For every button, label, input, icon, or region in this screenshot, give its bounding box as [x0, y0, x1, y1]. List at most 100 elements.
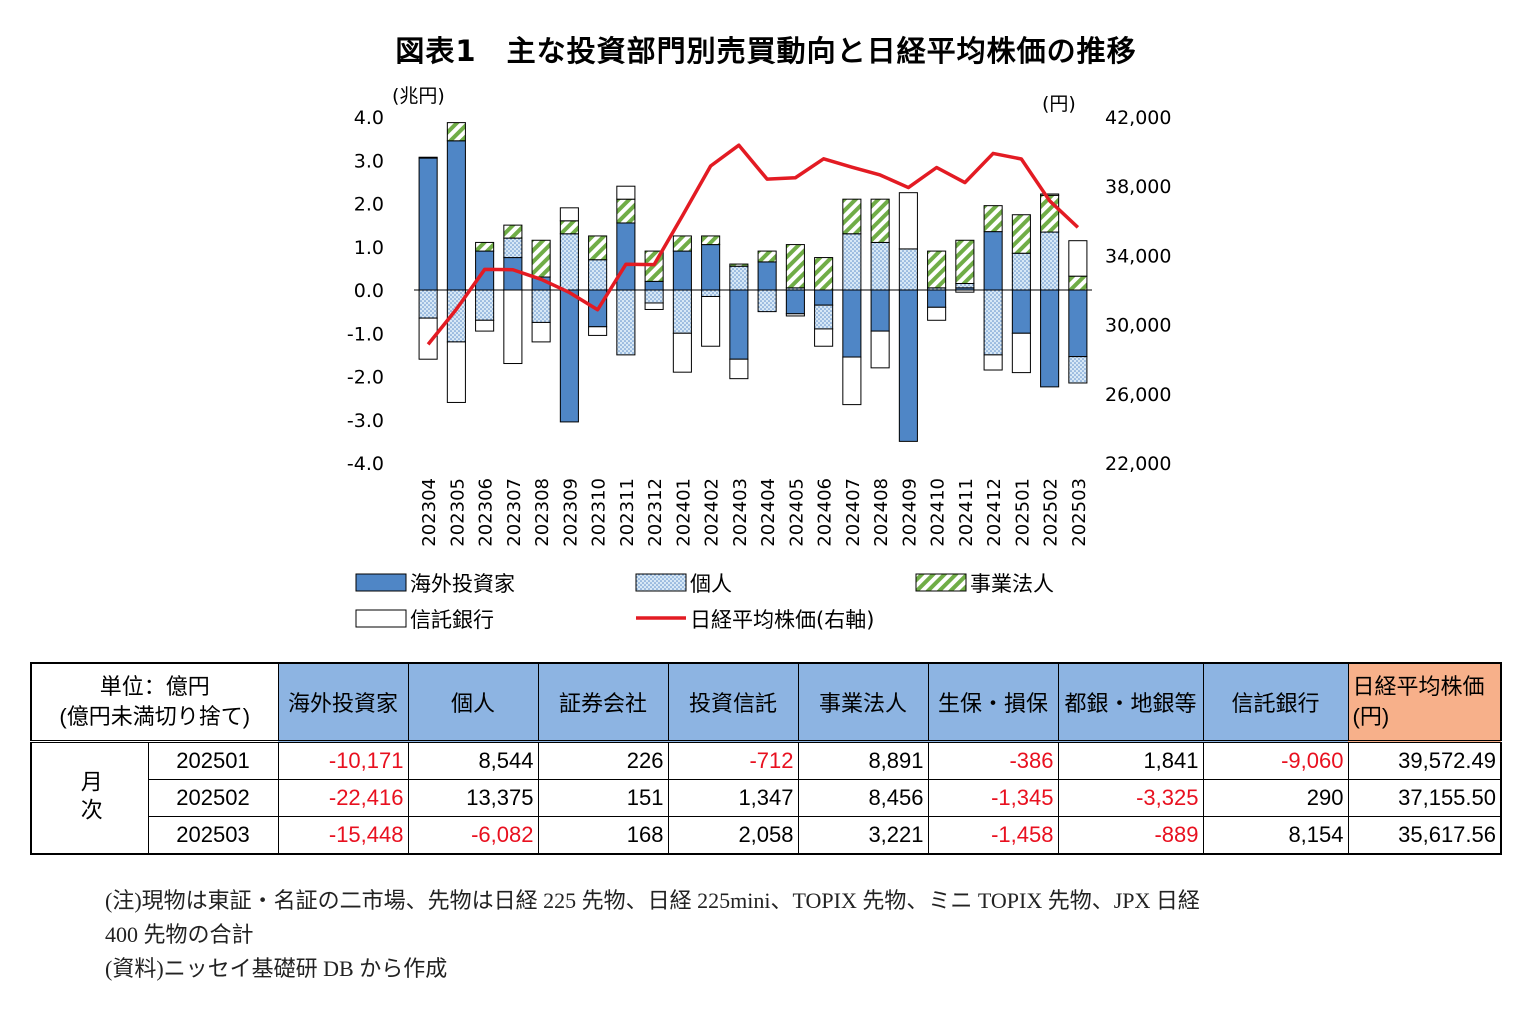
table-unit-header: 単位：億円 (億円未満切り捨て) — [30, 662, 279, 742]
bar-segment — [814, 289, 834, 306]
bar-segment — [757, 250, 777, 263]
bar-segment — [701, 289, 721, 297]
table-row: 202502 -22,416 13,375 151 1,347 8,456 -1,345 -3… — [31, 779, 1502, 817]
bar-segment — [842, 289, 862, 358]
bar-segment — [701, 235, 721, 246]
unit-note: (億円未満切り捨て) — [59, 704, 251, 729]
bar-segment — [475, 241, 495, 252]
x-tick-label: 202405 — [786, 478, 807, 547]
bar-segment — [870, 241, 890, 291]
bar-segment — [983, 354, 1003, 371]
x-tick-label: 202306 — [476, 478, 497, 547]
bar-segment — [898, 192, 918, 250]
table-cell: -889 — [1057, 816, 1204, 855]
table-cell: -1,345 — [927, 779, 1059, 817]
table-cell: 226 — [537, 740, 669, 780]
row-month: 202502 — [147, 779, 279, 817]
legend-label: 海外投資家 — [410, 572, 515, 596]
y-right-tick-label: 22,000 — [1105, 453, 1171, 475]
x-tick-label: 202311 — [617, 478, 638, 547]
x-tick-label: 202501 — [1012, 478, 1033, 547]
x-tick-label: 202412 — [984, 478, 1005, 547]
page-title: 図表1 主な投資部門別売買動向と日経平均株価の推移 — [395, 34, 1137, 68]
y-left-tick-label: 1.0 — [354, 237, 384, 259]
bar-segment — [814, 304, 834, 330]
bar-segment — [672, 235, 692, 252]
y-right-tick-label: 38,000 — [1105, 176, 1171, 198]
bar-segment — [785, 313, 805, 317]
bar-segment — [757, 289, 777, 313]
x-tick-label: 202401 — [673, 478, 694, 547]
x-tick-label: 202307 — [504, 478, 525, 547]
bar-segment — [729, 358, 749, 380]
y-left-tick-label: -1.0 — [347, 323, 384, 345]
bar-segment — [814, 257, 834, 291]
bar-segment — [701, 295, 721, 347]
legend-label: 個人 — [690, 572, 732, 596]
x-tick-label: 202402 — [702, 478, 723, 547]
table-cell: -9,060 — [1202, 740, 1349, 780]
bar-segment — [418, 289, 438, 319]
bar-segment — [446, 122, 466, 142]
y-right-tick-label: 30,000 — [1105, 315, 1171, 337]
bar-segment — [616, 198, 636, 224]
table-cell: 1,841 — [1057, 740, 1204, 780]
table-cell: 39,572.49 — [1347, 740, 1502, 780]
legend-label: 信託銀行 — [410, 608, 494, 632]
table-cell: -712 — [667, 740, 799, 780]
bar-segment — [588, 235, 608, 261]
bar-segment — [927, 289, 947, 308]
bar-segment — [1068, 275, 1088, 291]
bar-segment — [1068, 356, 1088, 384]
table-cell: 168 — [537, 816, 669, 855]
bar-segment — [898, 248, 918, 291]
bar-segment — [785, 244, 805, 289]
legend-label: 事業法人 — [970, 572, 1054, 596]
legend-swatch — [915, 573, 967, 592]
investor-flow-table: 単位：億円 (億円未満切り捨て) 海外投資家 個人 証券会社 投資信託 事業法人… — [30, 662, 1502, 855]
x-tick-label: 202404 — [758, 478, 779, 547]
x-tick-label: 202403 — [730, 478, 751, 547]
bar-segment — [729, 289, 749, 360]
y-left-tick-label: -4.0 — [347, 453, 384, 475]
table-cell: -15,448 — [277, 816, 409, 855]
y-left-tick-label: -2.0 — [347, 367, 384, 389]
footnotes: (注)現物は東証・名証の二市場、先物は日経 225 先物、日経 225mini、… — [105, 884, 1200, 986]
y-left-unit: (兆円) — [392, 85, 445, 107]
table-cell: 37,155.50 — [1347, 779, 1502, 817]
col-header: 生保・損保 — [927, 662, 1059, 742]
table-cell: -6,082 — [407, 816, 539, 855]
bar-segment — [1011, 214, 1031, 254]
y-left-tick-label: 2.0 — [354, 194, 384, 216]
bar-segment — [531, 321, 551, 343]
bar-segment — [983, 289, 1003, 356]
bar-segment — [588, 259, 608, 291]
bar-segment — [475, 319, 495, 332]
nikkei-line — [426, 143, 1080, 346]
bar-segment — [1011, 332, 1031, 374]
bar-segment — [1040, 193, 1060, 196]
bar-segment — [503, 237, 523, 259]
bar-segment — [672, 289, 692, 334]
bar-segment — [559, 207, 579, 222]
y-right-tick-label: 26,000 — [1105, 384, 1171, 406]
table-cell: 8,891 — [797, 740, 929, 780]
x-tick-label: 202305 — [447, 478, 468, 547]
x-tick-label: 202309 — [560, 478, 581, 547]
x-tick-label: 202304 — [419, 478, 440, 547]
row-month: 202503 — [147, 816, 279, 855]
y-left-tick-label: -3.0 — [347, 410, 384, 432]
bar-segment — [1040, 231, 1060, 291]
x-tick-label: 202310 — [589, 478, 610, 547]
bar-segment — [870, 330, 890, 369]
bar-segment — [559, 289, 579, 423]
bar-segment — [842, 356, 862, 406]
col-header: 個人 — [407, 662, 539, 742]
bar-segment — [418, 156, 438, 159]
bar-segment — [955, 289, 975, 293]
bar-segment — [418, 157, 438, 291]
table-cell: 290 — [1202, 779, 1349, 817]
x-tick-label: 202308 — [532, 478, 553, 547]
y-left-tick-label: 4.0 — [354, 107, 384, 129]
nikkei-header-text: 日経平均株価 — [1352, 674, 1485, 699]
